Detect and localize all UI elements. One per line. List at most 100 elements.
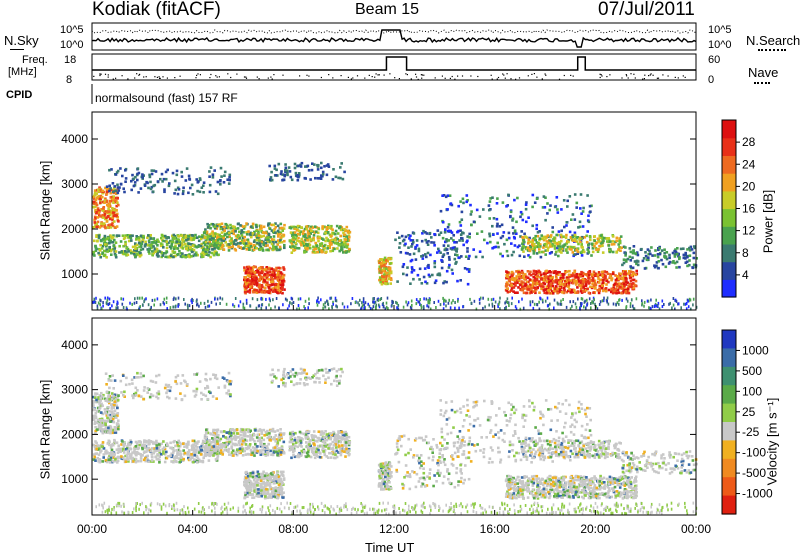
power-cell	[99, 226, 102, 229]
power-ground-cell	[157, 297, 159, 300]
power-cell	[281, 280, 284, 283]
nave-point	[505, 78, 506, 79]
power-cell	[259, 239, 262, 242]
power-cell	[587, 276, 590, 279]
power-cell	[220, 175, 223, 178]
power-cell	[665, 266, 668, 269]
power-cell	[263, 280, 266, 283]
power-cell	[102, 216, 105, 219]
power-ground-cell	[285, 298, 287, 301]
power-cell	[637, 260, 640, 263]
velocity-cell	[94, 459, 97, 462]
power-cell	[505, 283, 508, 286]
power-cell	[188, 243, 191, 246]
power-cell	[191, 251, 194, 254]
power-ground-cell	[148, 303, 150, 306]
power-ground-cell	[606, 301, 608, 304]
power-cell	[563, 199, 566, 202]
velocity-cell	[104, 408, 107, 411]
power-ground-cell	[411, 300, 413, 303]
power-cell	[283, 244, 286, 247]
power-ground-cell	[530, 303, 532, 306]
power-cell	[600, 234, 603, 237]
power-cell	[550, 277, 553, 280]
power-cell	[276, 248, 279, 251]
power-ground-cell	[576, 306, 578, 309]
power-ground-cell	[252, 297, 254, 300]
power-cell	[572, 236, 575, 239]
power-cell	[642, 260, 645, 263]
power-ground-cell	[362, 304, 364, 307]
power-cell	[213, 254, 216, 257]
power-ground-cell	[300, 297, 302, 300]
power-ground-cell	[391, 300, 393, 303]
nave-point	[507, 73, 508, 74]
velocity-cell	[186, 445, 189, 448]
power-cell	[531, 225, 534, 228]
power-ground-cell	[662, 300, 664, 303]
power-cell	[566, 200, 569, 203]
power-cell	[657, 256, 660, 259]
power-cell	[546, 212, 549, 215]
power-ground-cell	[120, 297, 122, 300]
power-cell	[268, 286, 271, 289]
power-cell	[237, 223, 240, 226]
power-cell	[195, 254, 198, 257]
power-cell	[284, 163, 287, 166]
power-cell	[678, 256, 681, 259]
power-cell	[246, 248, 249, 251]
power-cell	[506, 250, 509, 253]
power-ground-cell	[178, 297, 180, 300]
power-cell	[527, 246, 530, 249]
power-cell	[643, 257, 646, 260]
power-cell	[444, 231, 447, 234]
velocity-cell	[154, 450, 157, 453]
velocity-cell	[200, 453, 203, 456]
power-ground-cell	[680, 306, 682, 309]
power-cell	[224, 233, 227, 236]
power-ground-cell	[298, 304, 300, 307]
nave-point	[421, 74, 422, 75]
power-ground-cell	[607, 297, 609, 300]
power-cell	[109, 218, 112, 221]
power-cell	[101, 190, 104, 193]
power-ground-cell	[474, 300, 476, 303]
power-cell	[134, 247, 137, 250]
power-cell	[644, 251, 647, 254]
power-cell	[557, 255, 560, 258]
power-cell	[466, 247, 469, 250]
power-ground-cell	[198, 305, 200, 308]
velocity-cell	[94, 426, 97, 429]
power-cell	[413, 269, 416, 272]
power-cell	[566, 205, 569, 208]
power-cell	[96, 197, 99, 200]
power-cell	[422, 257, 425, 260]
nave-point	[662, 74, 663, 75]
power-ground-cell	[511, 302, 513, 305]
power-ground-cell	[200, 302, 202, 305]
power-ground-cell	[479, 298, 481, 301]
power-cell	[268, 233, 271, 236]
power-ground-cell	[573, 300, 575, 303]
power-ground-cell	[160, 303, 162, 306]
nave-point	[399, 78, 400, 79]
power-cell	[290, 176, 293, 179]
power-ground-cell	[144, 298, 146, 301]
nave-point	[113, 79, 114, 80]
power-cell	[522, 275, 525, 278]
velocity-cell	[100, 411, 103, 414]
power-cell	[93, 254, 96, 257]
power-cell	[221, 246, 224, 249]
nave-point	[658, 78, 659, 79]
power-cell	[611, 243, 614, 246]
power-ground-cell	[293, 301, 295, 304]
nave-point	[600, 77, 601, 78]
power-cell	[137, 191, 140, 194]
power-cell	[168, 182, 171, 185]
power-cell	[206, 223, 209, 226]
velocity-cell	[164, 461, 167, 464]
power-ground-cell	[243, 303, 245, 306]
nave-point	[99, 75, 100, 76]
power-cell	[337, 232, 340, 235]
power-cell	[440, 231, 443, 234]
